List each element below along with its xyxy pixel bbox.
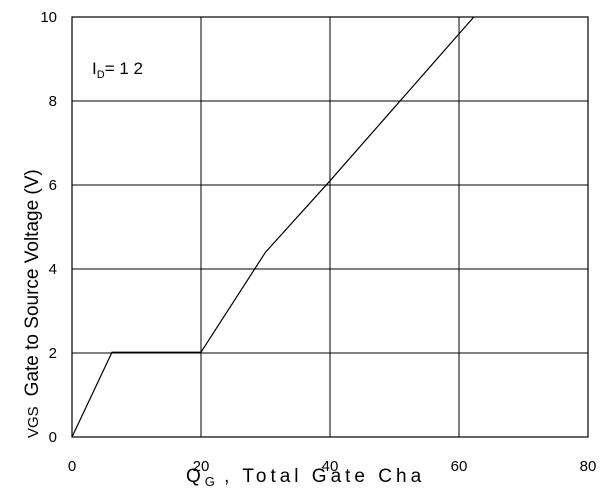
y-axis-title: Gate to Source Voltage (V) xyxy=(22,169,43,396)
x-axis-subscript: G xyxy=(205,474,215,489)
y-tick-label: 8 xyxy=(49,93,57,110)
y-tick-label: 10 xyxy=(40,9,57,26)
x-axis-title: , Total Gate Cha xyxy=(215,466,425,487)
y-tick-label: 4 xyxy=(49,261,57,278)
x-axis-label: QG , Total Gate Cha xyxy=(186,466,486,494)
annotation-text: = 1 2 xyxy=(105,59,143,78)
y-tick-label: 2 xyxy=(49,345,57,362)
grid-lines xyxy=(72,17,588,437)
x-tick-label: 0 xyxy=(68,458,76,475)
drain-current-annotation: ID= 1 2 xyxy=(92,59,143,79)
y-tick-label: 6 xyxy=(49,177,57,194)
y-axis-label: VGS Gate to Source Voltage (V) xyxy=(22,169,44,438)
y-tick-label: 0 xyxy=(49,429,57,446)
series-line xyxy=(72,17,474,437)
annotation-subscript: D xyxy=(97,69,105,81)
y-axis-symbol: VGS xyxy=(25,406,42,438)
x-axis-symbol: Q xyxy=(186,466,205,487)
x-tick-label: 80 xyxy=(580,458,597,475)
